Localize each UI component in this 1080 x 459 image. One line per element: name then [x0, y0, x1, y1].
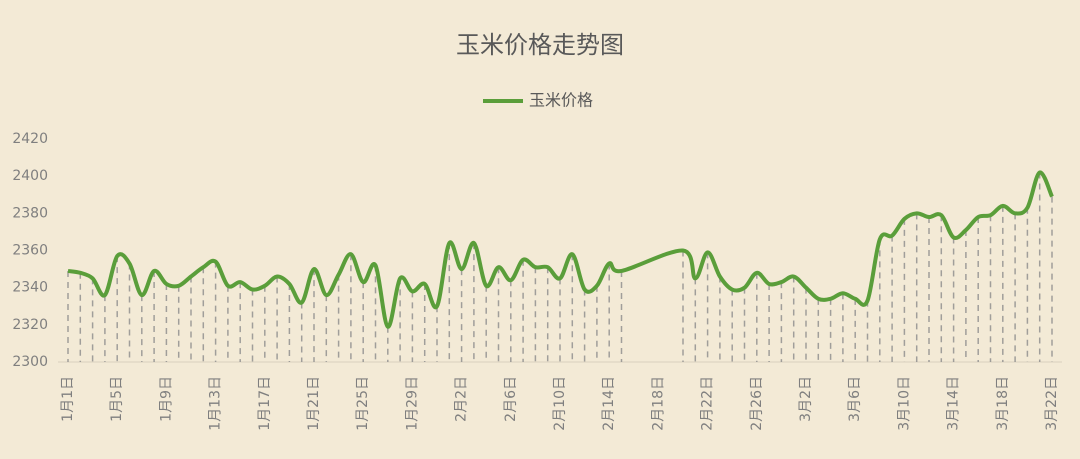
- x-tick-label: 1月25日: [355, 376, 371, 431]
- x-tick-label: 3月10日: [896, 376, 912, 431]
- x-tick-label: 1月21日: [306, 376, 322, 431]
- x-tick-label: 2月2日: [454, 376, 470, 422]
- y-tick-label: 2340: [12, 280, 48, 296]
- y-tick-label: 2300: [12, 354, 48, 370]
- x-tick-label: 2月10日: [552, 376, 568, 431]
- x-tick-label: 2月18日: [650, 376, 666, 431]
- y-tick-label: 2320: [12, 317, 48, 333]
- x-tick-label: 3月6日: [847, 376, 863, 422]
- x-tick-label: 2月26日: [749, 376, 765, 431]
- x-tick-label: 1月1日: [60, 376, 76, 422]
- x-tick-label: 2月6日: [503, 376, 519, 422]
- y-tick-label: 2380: [12, 205, 48, 221]
- line: [67, 170, 1054, 329]
- x-tick-label: 1月17日: [257, 376, 273, 431]
- x-tick-label: 1月5日: [109, 376, 125, 422]
- chart-title: 玉米价格走势图: [456, 31, 624, 59]
- legend-label: 玉米价格: [529, 91, 593, 110]
- x-tick-label: 2月22日: [700, 376, 716, 431]
- x-tick-label: 3月14日: [946, 376, 962, 431]
- x-tick-label: 1月9日: [158, 376, 174, 422]
- y-tick-label: 2360: [12, 243, 48, 259]
- x-tick-label: 3月22日: [1044, 376, 1060, 431]
- x-tick-label: 1月29日: [404, 376, 420, 431]
- x-tick-label: 2月14日: [601, 376, 617, 431]
- y-tick-label: 2400: [12, 168, 48, 184]
- x-tick-label: 3月18日: [995, 376, 1011, 431]
- y-tick-label: 2420: [12, 131, 48, 147]
- x-tick-label: 1月13日: [208, 376, 224, 431]
- x-tick-label: 3月2日: [798, 376, 814, 422]
